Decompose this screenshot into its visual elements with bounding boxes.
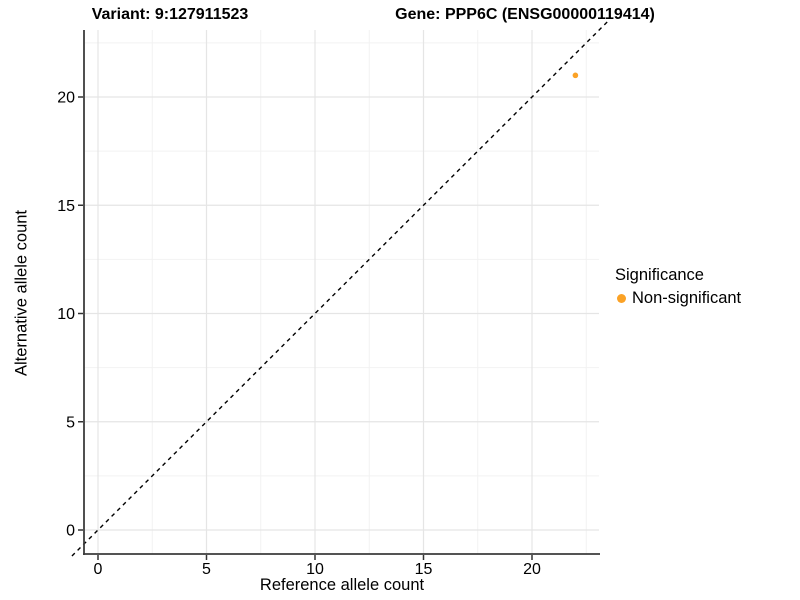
y-tick-label: 15 — [57, 198, 75, 215]
gene-title: Gene: PPP6C (ENSG00000119414) — [395, 6, 655, 23]
y-tick-label: 20 — [57, 90, 75, 107]
identity-line — [71, 19, 610, 557]
y-tick-label: 0 — [66, 523, 75, 540]
y-tick-label: 10 — [57, 306, 75, 323]
x-tick-label: 10 — [306, 561, 324, 578]
x-tick-label: 15 — [415, 561, 433, 578]
x-tick-label: 5 — [202, 561, 211, 578]
variant-title: Variant: 9:127911523 — [91, 6, 249, 23]
legend-item: Non-significant — [615, 289, 741, 308]
y-tick-label: 5 — [66, 414, 75, 431]
legend: Significance Non-significant — [615, 264, 741, 308]
x-tick-label: 0 — [94, 561, 103, 578]
x-tick-label: 20 — [523, 561, 541, 578]
y-axis-label: Alternative allele count — [12, 209, 31, 377]
legend-item-label: Non-significant — [632, 289, 742, 307]
data-point — [572, 72, 579, 79]
x-axis-label: Reference allele count — [259, 576, 425, 594]
legend-title: Significance — [615, 266, 704, 284]
legend-point-icon — [617, 294, 626, 303]
